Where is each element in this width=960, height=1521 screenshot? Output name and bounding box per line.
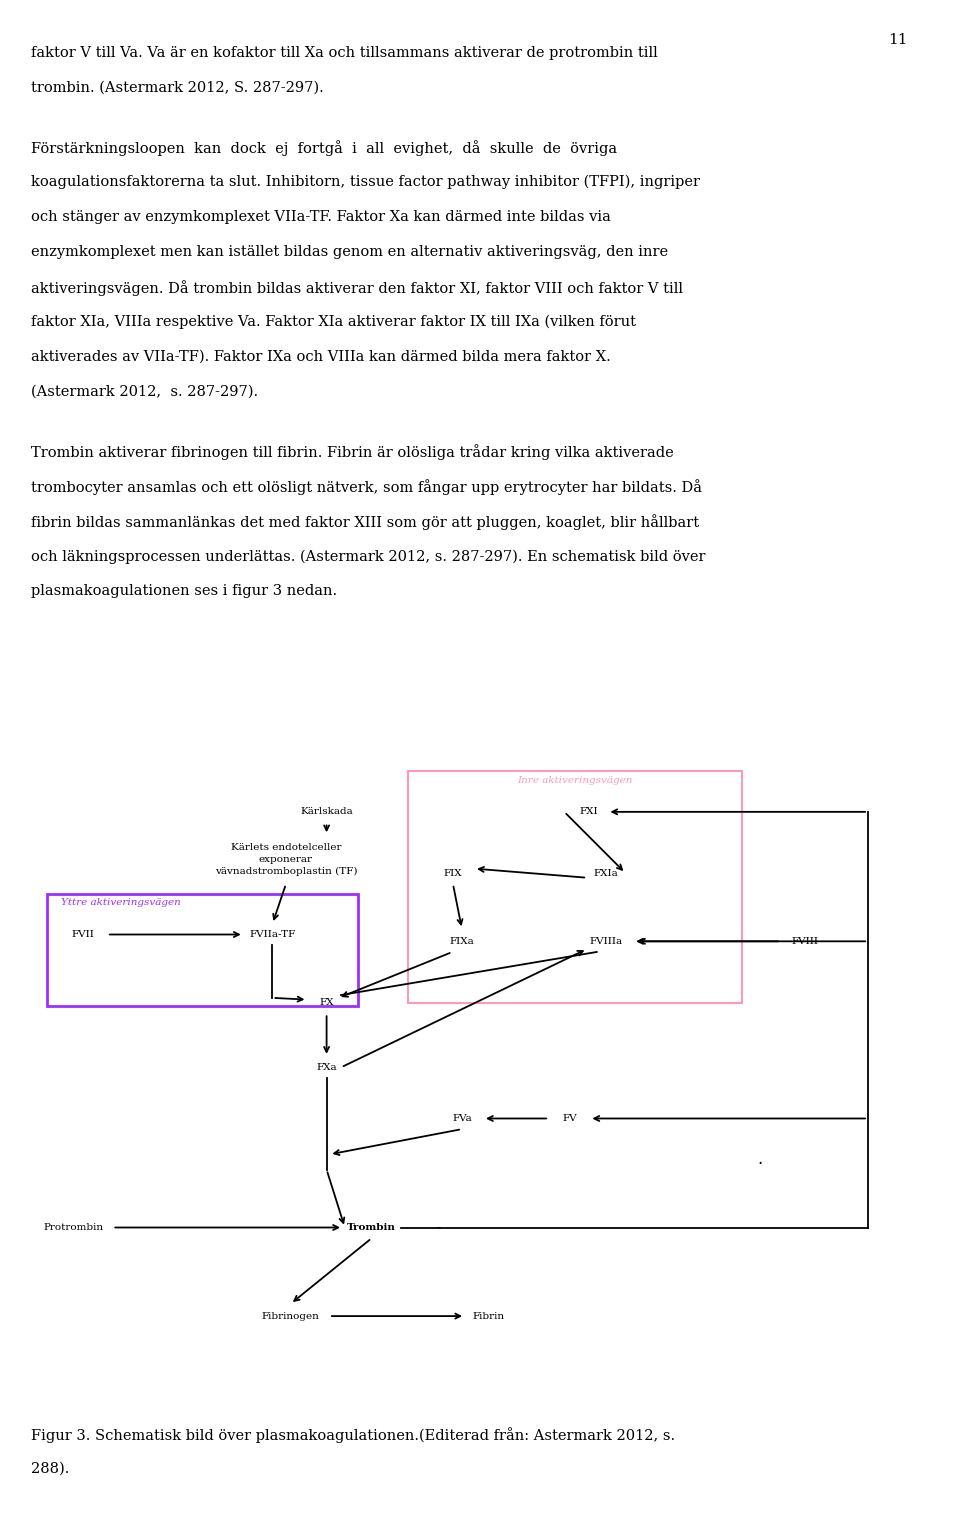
Text: aktiverades av VIIa-TF). Faktor IXa och VIIIa kan därmed bilda mera faktor X.: aktiverades av VIIa-TF). Faktor IXa och …: [31, 350, 611, 364]
Text: plasmakoagulationen ses i figur 3 nedan.: plasmakoagulationen ses i figur 3 nedan.: [31, 584, 337, 598]
Text: Inre aktiveringsvägen: Inre aktiveringsvägen: [517, 776, 633, 785]
Text: 288).: 288).: [31, 1462, 69, 1475]
Bar: [47, 894, 358, 1005]
Text: aktiveringsvägen. Då trombin bildas aktiverar den faktor XI, faktor VIII och fak: aktiveringsvägen. Då trombin bildas akti…: [31, 280, 683, 297]
Text: Figur 3. Schematisk bild över plasmakoagulationen.(Editerad från: Astermark 2012: Figur 3. Schematisk bild över plasmakoag…: [31, 1427, 675, 1442]
Text: Kärlets endotelceller
exponerar
vävnadstromboplastin (TF): Kärlets endotelceller exponerar vävnadst…: [215, 843, 357, 876]
Text: trombocyter ansamlas och ett olösligt nätverk, som fångar upp erytrocyter har bi: trombocyter ansamlas och ett olösligt nä…: [31, 479, 702, 496]
Text: FX: FX: [320, 998, 334, 1007]
Text: Fibrin: Fibrin: [473, 1311, 505, 1320]
Text: trombin. (Astermark 2012, S. 287-297).: trombin. (Astermark 2012, S. 287-297).: [31, 81, 324, 94]
Text: 11: 11: [888, 33, 907, 47]
Text: Protrombin: Protrombin: [44, 1223, 104, 1232]
Text: Yttre aktiveringsvägen: Yttre aktiveringsvägen: [61, 899, 181, 907]
Text: enzymkomplexet men kan istället bildas genom en alternativ aktiveringsväg, den i: enzymkomplexet men kan istället bildas g…: [31, 245, 668, 259]
Text: fibrin bildas sammanlänkas det med faktor XIII som gör att pluggen, koaglet, bli: fibrin bildas sammanlänkas det med fakto…: [31, 514, 699, 531]
Text: FXa: FXa: [316, 1063, 337, 1072]
Bar: [408, 771, 742, 1002]
Text: FV: FV: [563, 1113, 578, 1122]
Text: Trombin aktiverar fibrinogen till fibrin. Fibrin är olösliga trådar kring vilka : Trombin aktiverar fibrinogen till fibrin…: [31, 444, 674, 461]
Text: FXIa: FXIa: [594, 868, 618, 878]
Text: FVIII: FVIII: [791, 937, 818, 946]
Text: Kärlskada: Kärlskada: [300, 808, 353, 817]
Text: FIX: FIX: [444, 868, 463, 878]
Text: FVIIIa: FVIIIa: [589, 937, 623, 946]
Text: koagulationsfaktorerna ta slut. Inhibitorn, tissue factor pathway inhibitor (TFP: koagulationsfaktorerna ta slut. Inhibito…: [31, 175, 700, 190]
Text: Trombin: Trombin: [348, 1223, 396, 1232]
Text: Förstärkningsloopen  kan  dock  ej  fortgå  i  all  evighet,  då  skulle  de  öv: Förstärkningsloopen kan dock ej fortgå i…: [31, 140, 617, 157]
Text: FVa: FVa: [452, 1113, 471, 1122]
Text: och stänger av enzymkomplexet VIIa-TF. Faktor Xa kan därmed inte bildas via: och stänger av enzymkomplexet VIIa-TF. F…: [31, 210, 611, 224]
Text: FVII: FVII: [71, 929, 94, 938]
Text: -: -: [437, 1221, 442, 1234]
Text: FXI: FXI: [579, 808, 598, 817]
Text: .: .: [757, 1150, 762, 1168]
Text: faktor V till Va. Va är en kofaktor till Xa och tillsammans aktiverar de protrom: faktor V till Va. Va är en kofaktor till…: [31, 46, 658, 59]
Text: och läkningsprocessen underlättas. (Astermark 2012, s. 287-297). En schematisk b: och läkningsprocessen underlättas. (Aste…: [31, 549, 706, 564]
Text: faktor XIa, VIIIa respektive Va. Faktor XIa aktiverar faktor IX till IXa (vilken: faktor XIa, VIIIa respektive Va. Faktor …: [31, 315, 636, 330]
Text: (Astermark 2012,  s. 287-297).: (Astermark 2012, s. 287-297).: [31, 385, 258, 399]
Text: Fibrinogen: Fibrinogen: [261, 1311, 320, 1320]
Text: FIXa: FIXa: [449, 937, 474, 946]
Text: FVIIa-TF: FVIIa-TF: [250, 929, 296, 938]
